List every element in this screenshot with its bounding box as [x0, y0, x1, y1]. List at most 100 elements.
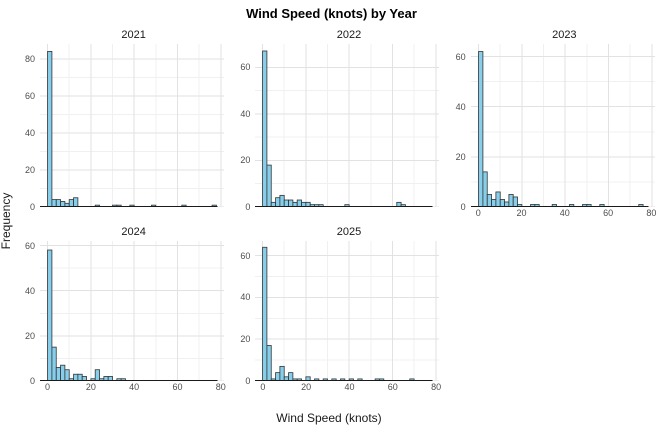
histogram-bar: [357, 378, 363, 381]
x-tick-label: 80: [646, 208, 657, 218]
x-tick-label: 60: [172, 382, 183, 392]
x-tick-label: 40: [344, 382, 355, 392]
x-tick-label: 0: [260, 382, 266, 392]
x-axis-tick-labels: 0 20 40 60 80: [14, 381, 227, 395]
y-tick-label: 60: [24, 240, 35, 251]
histogram-bar: [340, 378, 346, 381]
x-tick-label: 60: [387, 382, 398, 392]
x-tick-label: 20: [85, 382, 96, 392]
facet-title: 2021: [121, 29, 146, 41]
y-tick-label: 60: [455, 51, 466, 62]
histogram-bar: [486, 194, 492, 207]
y-tick-label: 60: [24, 90, 35, 101]
histogram-bar: [323, 378, 329, 381]
plot-area: 0 20 40 60: [14, 240, 227, 386]
histogram-bar: [68, 199, 74, 207]
y-axis-tick-labels: 0 20 40 60: [14, 240, 40, 386]
plot-area: 0 20 40 60: [229, 44, 442, 212]
histogram-bar: [64, 369, 70, 381]
histogram-bar: [638, 204, 644, 207]
histogram-bar: [499, 199, 505, 207]
y-tick-label: 60: [240, 62, 251, 73]
facet-title: 2023: [552, 29, 577, 41]
y-tick-label: 20: [240, 334, 251, 345]
x-axis-tick-labels: 0 20 40 60 80: [229, 381, 442, 395]
histogram-bar: [279, 194, 285, 207]
y-axis-tick-labels: 0 20 40 60: [445, 44, 471, 212]
histogram-bar: [275, 372, 281, 381]
y-tick-label: 20: [240, 155, 251, 166]
histogram-bar: [51, 199, 57, 207]
histogram-plot: [255, 241, 440, 381]
x-axis-tick-labels: [14, 207, 227, 221]
x-tick-label: 0: [475, 208, 481, 218]
x-tick-label: 60: [603, 208, 614, 218]
histogram-bar: [314, 378, 320, 381]
histogram-bar: [534, 204, 540, 207]
histogram-bar: [379, 378, 385, 381]
facet-title: 2022: [336, 29, 362, 41]
x-tick-label: 40: [559, 208, 570, 218]
y-tick-label: 20: [24, 330, 35, 341]
histogram-bar: [77, 373, 83, 381]
histogram-bar: [586, 204, 592, 207]
histogram-bar: [331, 378, 337, 381]
histogram-bar: [288, 372, 294, 381]
facet-panel-2025: 2025 0 20 40 60 0 20 40 60 80: [229, 224, 442, 395]
histogram-plot: [470, 44, 655, 207]
facet-panel-2023: 2023 0 20 40 60 0 20 40 60 80: [445, 27, 658, 221]
histogram-bar: [55, 199, 61, 207]
histogram-bar: [409, 378, 415, 381]
facet-panel-2022: 2022 0 20 40 60: [229, 27, 442, 221]
histogram-bar: [297, 199, 303, 207]
histogram-bar: [279, 365, 285, 381]
histogram-bar: [551, 204, 557, 207]
x-tick-label: 0: [45, 382, 51, 392]
histogram-bar: [73, 197, 79, 207]
y-tick-label: 40: [455, 101, 466, 112]
facet-grid: 2021 0 20 40 60 80 2022 0 20 40 60 2023 0 20 40 60…: [14, 27, 658, 395]
histogram-bar: [490, 199, 496, 207]
histogram-bar: [349, 378, 355, 381]
y-tick-label: 40: [24, 127, 35, 138]
x-tick-label: 20: [516, 208, 527, 218]
histogram-bar: [266, 345, 272, 381]
x-tick-label: 80: [215, 382, 226, 392]
y-tick-label: 60: [240, 250, 251, 261]
y-tick-label: 0: [460, 202, 466, 212]
plot-area: 0 20 40 60: [445, 44, 658, 212]
histogram-bar: [262, 50, 268, 207]
x-axis-tick-labels: 0 20 40 60 80: [445, 207, 658, 221]
histogram-bar: [55, 367, 61, 381]
histogram-bar: [512, 196, 518, 207]
plot-area: 0 20 40 60: [229, 241, 442, 386]
histogram-bar: [284, 199, 290, 207]
histogram-bar: [297, 378, 303, 381]
x-axis-tick-labels: [229, 207, 442, 221]
histogram-bar: [288, 199, 294, 207]
histogram-bar: [120, 378, 126, 381]
y-axis-tick-labels: 0 20 40 60: [229, 241, 255, 386]
histogram-bar: [516, 204, 522, 207]
y-tick-label: 0: [29, 202, 35, 212]
histogram-bar: [305, 376, 311, 381]
facet-panel-2021: 2021 0 20 40 60 80: [14, 27, 227, 221]
histogram-bar: [477, 51, 483, 207]
x-tick-label: 40: [129, 382, 140, 392]
chart-title: Wind Speed (knots) by Year: [246, 6, 417, 21]
histogram-bar: [47, 249, 53, 381]
histogram-bar: [599, 204, 605, 207]
y-axis-tick-labels: 0 20 40 60 80: [14, 44, 40, 212]
histogram-bar: [73, 373, 79, 381]
histogram-bar: [94, 369, 100, 381]
y-tick-label: 80: [24, 53, 35, 64]
histogram-bar: [266, 164, 272, 207]
y-axis-title: Frequency: [0, 192, 13, 250]
y-tick-label: 20: [455, 151, 466, 162]
facet-title: 2025: [336, 226, 362, 238]
x-tick-label: 20: [301, 382, 312, 392]
facet-panel-2024: 2024 0 20 40 60 0 20 40 60 80: [14, 224, 227, 395]
y-tick-label: 0: [245, 376, 251, 386]
y-tick-label: 40: [240, 108, 251, 119]
histogram-bar: [275, 197, 281, 207]
